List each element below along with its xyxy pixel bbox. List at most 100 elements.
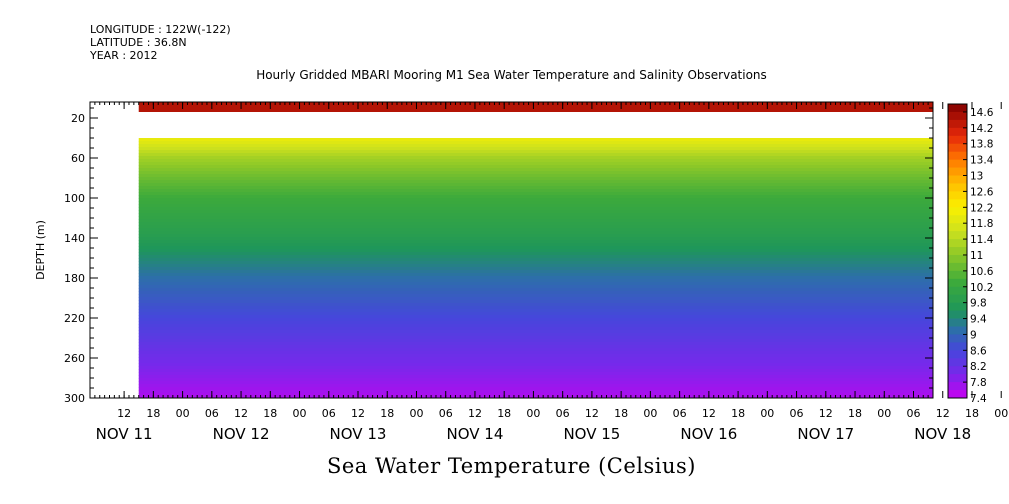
x-hour-tick-label: 18 bbox=[848, 407, 862, 420]
temperature-band bbox=[138, 369, 933, 373]
colorbar-label: 9.4 bbox=[970, 314, 987, 326]
colorbar-swatch bbox=[948, 183, 967, 192]
temperature-band bbox=[138, 252, 933, 256]
colorbar-swatch bbox=[948, 326, 967, 335]
temperature-band bbox=[138, 225, 933, 229]
temperature-band bbox=[138, 186, 933, 190]
temperature-band bbox=[138, 279, 933, 283]
temperature-band bbox=[138, 171, 933, 175]
x-hour-tick-label: 18 bbox=[731, 407, 745, 420]
colorbar-swatch bbox=[948, 111, 967, 121]
temperature-band bbox=[138, 264, 933, 268]
temperature-band bbox=[138, 168, 933, 172]
colorbar-frame bbox=[947, 103, 968, 399]
temperature-band bbox=[138, 297, 933, 301]
temperature-band bbox=[138, 213, 933, 217]
colorbar-swatch bbox=[948, 334, 967, 343]
colorbar-swatch bbox=[948, 294, 967, 304]
temperature-band bbox=[138, 318, 933, 322]
colorbar-swatch bbox=[948, 151, 967, 161]
temperature-band bbox=[138, 309, 933, 313]
colorbar-label: 9 bbox=[970, 329, 977, 341]
temperature-band bbox=[138, 237, 933, 241]
temperature-band bbox=[138, 330, 933, 334]
colorbar-swatch bbox=[948, 270, 967, 280]
temperature-band bbox=[138, 150, 933, 154]
temperature-band bbox=[138, 378, 933, 382]
temperature-band bbox=[138, 333, 933, 337]
colorbar-swatch bbox=[948, 159, 967, 168]
x-hour-tick-label: 18 bbox=[614, 407, 628, 420]
y-tick-label: 260 bbox=[64, 352, 85, 365]
temperature-band bbox=[138, 156, 933, 160]
temperature-band bbox=[138, 294, 933, 298]
colorbar-label: 13 bbox=[970, 171, 983, 183]
temperature-band bbox=[138, 291, 933, 295]
temperature-band bbox=[138, 255, 933, 259]
temperature-band bbox=[138, 390, 933, 394]
chart-caption: Sea Water Temperature (Celsius) bbox=[326, 454, 696, 478]
colorbar-swatch bbox=[948, 104, 967, 113]
colorbar-swatch bbox=[948, 318, 967, 327]
temperature-band bbox=[138, 336, 933, 340]
y-tick-label: 140 bbox=[64, 232, 85, 245]
temperature-band bbox=[138, 375, 933, 379]
x-hour-tick-label: 00 bbox=[643, 407, 657, 420]
temperature-band bbox=[138, 354, 933, 358]
temperature-band bbox=[138, 342, 933, 346]
x-day-label: NOV 14 bbox=[447, 425, 504, 443]
temperature-band bbox=[138, 138, 933, 142]
x-hour-tick-label: 12 bbox=[117, 407, 131, 420]
temperature-band bbox=[138, 192, 933, 196]
colorbar-swatch bbox=[948, 302, 967, 311]
temperature-band bbox=[138, 246, 933, 250]
x-hour-tick-label: 06 bbox=[907, 407, 921, 420]
x-hour-tick-label: 06 bbox=[205, 407, 219, 420]
year-label: YEAR : 2012 bbox=[90, 49, 158, 62]
y-tick-label: 20 bbox=[71, 112, 85, 125]
colorbar-label: 14.6 bbox=[970, 107, 994, 119]
temperature-band bbox=[138, 159, 933, 163]
colorbar-label: 12.2 bbox=[970, 202, 993, 214]
colorbar-label: 7.8 bbox=[970, 377, 987, 389]
colorbar-label: 14.2 bbox=[970, 123, 993, 135]
x-day-label: NOV 13 bbox=[330, 425, 387, 443]
x-hour-tick-label: 06 bbox=[556, 407, 570, 420]
x-hour-tick-label: 12 bbox=[468, 407, 482, 420]
colorbar-swatch bbox=[948, 199, 967, 208]
x-hour-tick-label: 06 bbox=[322, 407, 336, 420]
temperature-band bbox=[138, 327, 933, 331]
temperature-band bbox=[138, 267, 933, 271]
temperature-band bbox=[138, 351, 933, 355]
colorbar-label: 8.2 bbox=[970, 361, 987, 373]
temperature-band bbox=[138, 147, 933, 151]
temperature-band bbox=[138, 387, 933, 391]
x-day-label: NOV 12 bbox=[213, 425, 270, 443]
temperature-band bbox=[138, 339, 933, 343]
x-hour-tick-label: 12 bbox=[585, 407, 599, 420]
colorbar-swatch bbox=[948, 286, 967, 296]
x-hour-tick-label: 12 bbox=[351, 407, 365, 420]
colorbar-swatch bbox=[948, 350, 967, 359]
colorbar-swatch bbox=[948, 191, 967, 200]
x-hour-tick-label: 12 bbox=[819, 407, 833, 420]
temperature-band bbox=[138, 222, 933, 226]
temperature-band bbox=[138, 219, 933, 223]
colorbar-swatch bbox=[948, 390, 967, 399]
temperature-band bbox=[138, 177, 933, 181]
temperature-band bbox=[138, 216, 933, 220]
colorbar-swatch bbox=[948, 247, 967, 256]
y-tick-label: 60 bbox=[71, 152, 85, 165]
surface-layer-band bbox=[138, 102, 933, 112]
colorbar-swatch bbox=[948, 342, 967, 351]
colorbar-label: 9.8 bbox=[970, 298, 987, 310]
temperature-band bbox=[138, 348, 933, 352]
temperature-band bbox=[138, 360, 933, 364]
colorbar-label: 13.4 bbox=[970, 155, 994, 167]
colorbar-swatch bbox=[948, 278, 967, 288]
temperature-band bbox=[138, 363, 933, 367]
temperature-band bbox=[138, 381, 933, 385]
temperature-band bbox=[138, 315, 933, 319]
colorbar-swatch bbox=[948, 366, 967, 375]
